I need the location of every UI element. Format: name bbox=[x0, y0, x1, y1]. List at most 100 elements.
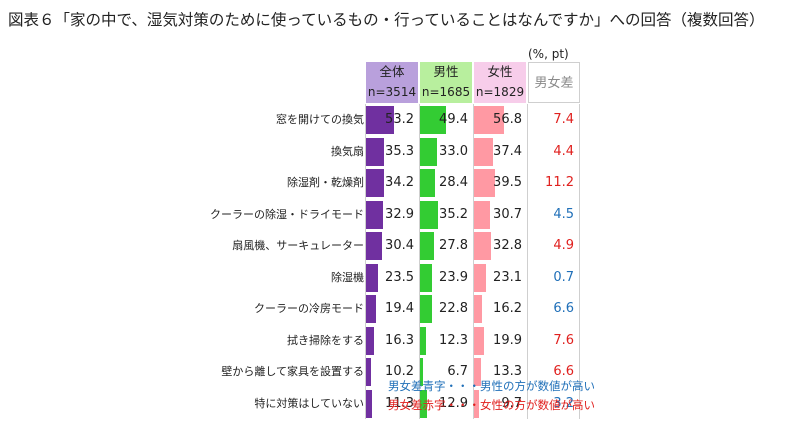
value-cell-all: 53.2 bbox=[366, 106, 418, 134]
value-cell-all: 19.4 bbox=[366, 295, 418, 323]
diff-value: 7.4 bbox=[553, 112, 574, 127]
bar-all bbox=[366, 200, 384, 229]
value-cell-female: 30.7 bbox=[474, 200, 526, 229]
value-label-male: 49.4 bbox=[439, 112, 468, 127]
row-label: 除湿剤・乾燥剤 bbox=[287, 176, 364, 189]
value-cell-all: 16.3 bbox=[366, 326, 418, 355]
bar-male bbox=[420, 106, 446, 134]
value-cell-all: 35.3 bbox=[366, 137, 418, 166]
bar-all bbox=[366, 389, 372, 418]
chart-title: 図表６「家の中で、湿気対策のために使っているもの・行っていることはなんですか」へ… bbox=[8, 11, 765, 29]
value-label-female: 37.4 bbox=[493, 143, 522, 159]
value-cell-male: 27.8 bbox=[420, 232, 472, 260]
value-label-male: 12.9 bbox=[439, 395, 468, 411]
value-cell-female: 39.5 bbox=[474, 169, 526, 197]
bar-male bbox=[420, 137, 438, 166]
column-separator bbox=[527, 104, 528, 419]
unit-label: (%, pt) bbox=[528, 47, 569, 61]
column-separator bbox=[365, 104, 366, 419]
bar-female bbox=[474, 232, 492, 260]
value-cell-male: 6.7 bbox=[420, 358, 472, 386]
bar-male bbox=[420, 295, 432, 323]
value-label-all: 23.5 bbox=[385, 269, 414, 285]
bar-all bbox=[366, 137, 385, 166]
bar-female bbox=[474, 326, 485, 355]
value-cell-all: 11.3 bbox=[366, 389, 418, 418]
value-label-all: 35.3 bbox=[385, 143, 414, 159]
bar-male bbox=[420, 200, 439, 229]
header-all: 全体 n=3514 bbox=[366, 62, 418, 103]
bar-all bbox=[366, 263, 379, 292]
diff-value: 7.6 bbox=[553, 332, 574, 348]
value-label-male: 28.4 bbox=[439, 175, 468, 190]
value-label-female: 39.5 bbox=[493, 175, 522, 190]
value-label-male: 27.8 bbox=[439, 238, 468, 253]
value-label-all: 53.2 bbox=[385, 112, 414, 127]
value-cell-female: 9.7 bbox=[474, 389, 526, 418]
row-label: 扇風機、サーキュレーター bbox=[232, 239, 364, 252]
value-cell-female: 16.2 bbox=[474, 295, 526, 323]
value-cell-female: 23.1 bbox=[474, 263, 526, 292]
bar-female bbox=[474, 389, 480, 418]
bar-female bbox=[474, 137, 494, 166]
bar-all bbox=[366, 295, 377, 323]
value-cell-female: 56.8 bbox=[474, 106, 526, 134]
value-cell-male: 23.9 bbox=[420, 263, 472, 292]
bar-female bbox=[474, 106, 504, 134]
value-cell-all: 32.9 bbox=[366, 200, 418, 229]
diff-value: 11.2 bbox=[545, 175, 574, 190]
row-label: 拭き掃除をする bbox=[287, 333, 364, 347]
bar-all bbox=[366, 106, 394, 134]
value-label-female: 32.8 bbox=[493, 238, 522, 253]
value-label-all: 10.2 bbox=[385, 364, 414, 379]
row-label: クーラーの除湿・ドライモード bbox=[210, 207, 364, 221]
row-label: 特に対策はしていない bbox=[254, 396, 364, 410]
value-cell-male: 22.8 bbox=[420, 295, 472, 323]
value-label-female: 9.7 bbox=[501, 395, 522, 411]
value-label-female: 23.1 bbox=[493, 269, 522, 285]
diff-value: 4.9 bbox=[553, 238, 574, 253]
value-label-male: 33.0 bbox=[439, 143, 468, 159]
value-cell-male: 35.2 bbox=[420, 200, 472, 229]
bar-female bbox=[474, 200, 490, 229]
value-label-male: 12.3 bbox=[439, 332, 468, 348]
bar-all bbox=[366, 232, 382, 260]
value-cell-female: 19.9 bbox=[474, 326, 526, 355]
note-blue: 男女差青字・・・男性の方が数値が高い bbox=[388, 379, 595, 393]
header-female: 女性 n=1829 bbox=[474, 62, 526, 103]
row-label: 除湿機 bbox=[331, 270, 364, 284]
value-label-female: 19.9 bbox=[493, 332, 522, 348]
value-cell-male: 28.4 bbox=[420, 169, 472, 197]
value-label-all: 30.4 bbox=[385, 238, 414, 253]
header-male: 男性 n=1685 bbox=[420, 62, 472, 103]
header-female-n: n=1829 bbox=[475, 85, 525, 99]
bar-all bbox=[366, 326, 375, 355]
value-cell-all: 34.2 bbox=[366, 169, 418, 197]
column-separator bbox=[419, 104, 420, 419]
value-label-female: 30.7 bbox=[493, 206, 522, 222]
diff-value: 3.2 bbox=[553, 395, 574, 411]
value-cell-male: 12.3 bbox=[420, 326, 472, 355]
row-label: クーラーの冷房モード bbox=[254, 302, 364, 315]
value-cell-male: 12.9 bbox=[420, 389, 472, 418]
value-label-all: 11.3 bbox=[385, 395, 414, 411]
bar-male bbox=[420, 389, 427, 418]
value-label-female: 13.3 bbox=[493, 364, 522, 379]
header-male-n: n=1685 bbox=[421, 85, 471, 99]
bar-all bbox=[366, 358, 372, 386]
column-separator bbox=[473, 104, 474, 419]
header-diff: 男女差 bbox=[528, 62, 580, 103]
column-separator bbox=[579, 104, 580, 419]
value-cell-male: 33.0 bbox=[420, 137, 472, 166]
value-label-female: 16.2 bbox=[493, 301, 522, 316]
diff-value: 0.7 bbox=[553, 269, 574, 285]
header-female-name: 女性 bbox=[487, 64, 513, 79]
bar-female bbox=[474, 169, 495, 197]
value-label-all: 32.9 bbox=[385, 206, 414, 222]
row-label: 壁から離して家具を設置する bbox=[221, 365, 364, 378]
header-all-name: 全体 bbox=[379, 64, 405, 79]
bar-female bbox=[474, 295, 483, 323]
diff-value: 4.4 bbox=[553, 143, 574, 159]
value-label-female: 56.8 bbox=[493, 112, 522, 127]
bar-all bbox=[366, 169, 384, 197]
